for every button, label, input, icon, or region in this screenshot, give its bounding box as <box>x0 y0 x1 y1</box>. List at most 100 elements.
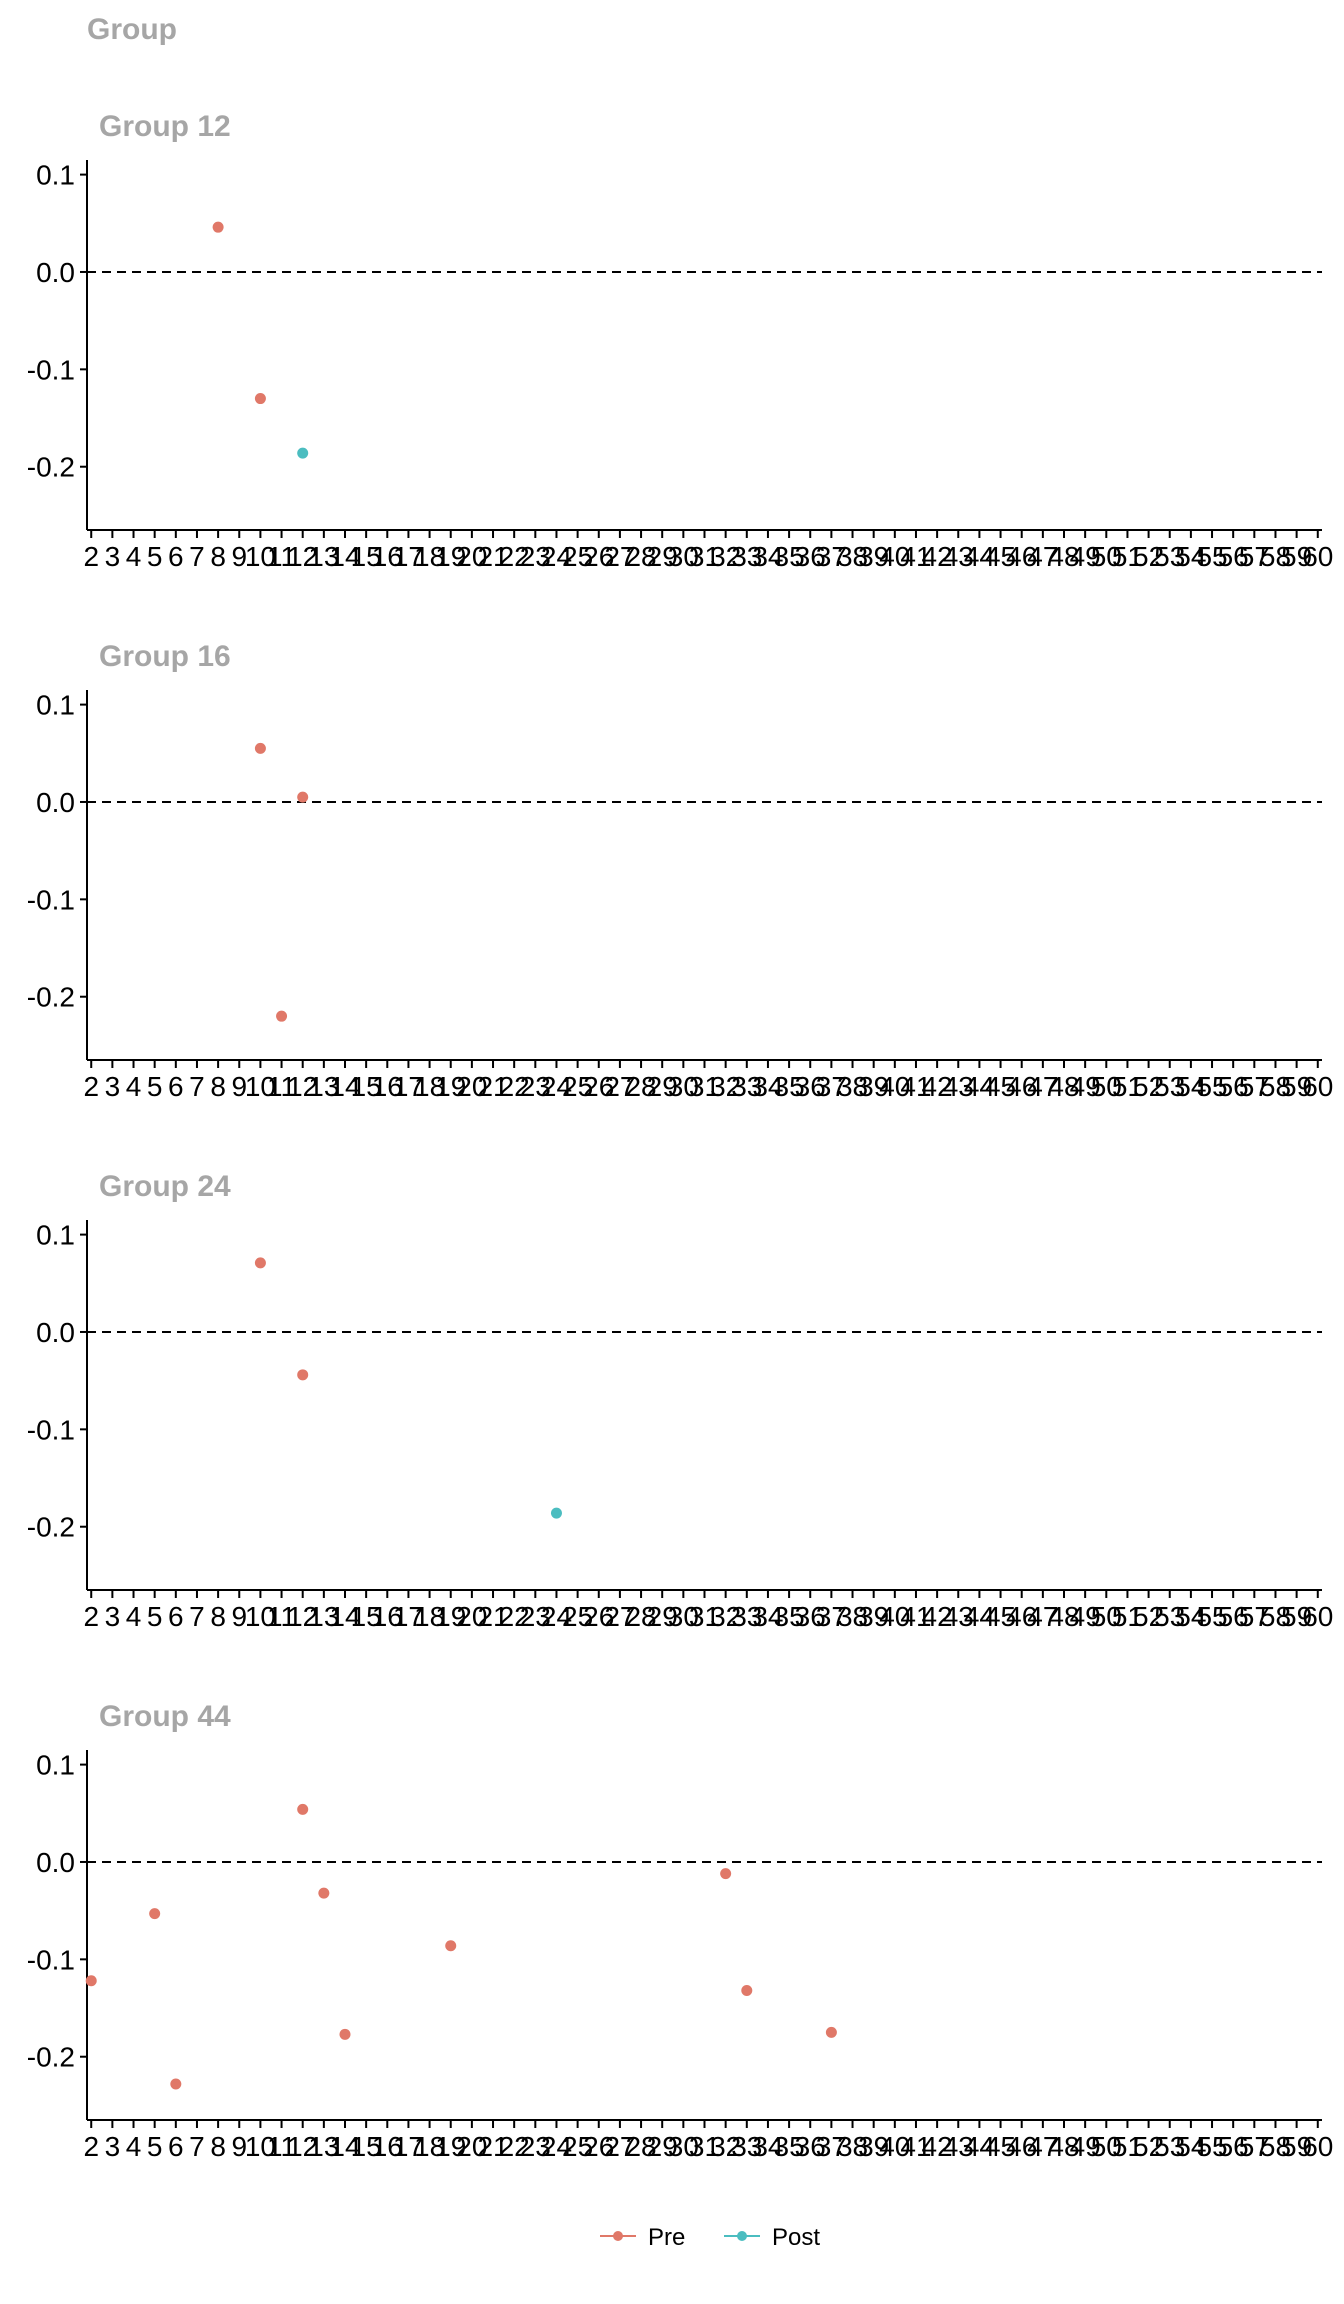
x-tick-label: 52 <box>1133 541 1164 572</box>
x-tick-label: 35 <box>774 2131 805 2162</box>
x-tick-label: 35 <box>774 1071 805 1102</box>
x-tick-label: 2 <box>83 541 99 572</box>
x-tick-label: 13 <box>308 541 339 572</box>
x-tick-label: 6 <box>168 541 184 572</box>
x-tick-label: 43 <box>943 541 974 572</box>
x-tick-label: 10 <box>245 1601 276 1632</box>
x-tick-label: 59 <box>1281 2131 1312 2162</box>
x-tick-label: 47 <box>1027 2131 1058 2162</box>
panel-title: Group 24 <box>99 1170 231 1203</box>
x-tick-label: 27 <box>604 541 635 572</box>
x-tick-label: 19 <box>435 541 466 572</box>
x-tick-label: 2 <box>83 1601 99 1632</box>
x-tick-label: 11 <box>267 1601 296 1632</box>
x-tick-label: 36 <box>795 1601 826 1632</box>
x-tick-label: 4 <box>126 1601 142 1632</box>
x-tick-label: 30 <box>668 1601 699 1632</box>
x-tick-label: 4 <box>126 2131 142 2162</box>
x-tick-label: 46 <box>1006 1071 1037 1102</box>
x-tick-label: 37 <box>816 541 847 572</box>
x-tick-label: 14 <box>329 1601 360 1632</box>
x-tick-label: 18 <box>414 1071 445 1102</box>
x-tick-label: 36 <box>795 2131 826 2162</box>
data-point-pre <box>825 2026 837 2038</box>
x-tick-label: 52 <box>1133 1601 1164 1632</box>
x-tick-label: 24 <box>541 1601 572 1632</box>
legend-label: Pre <box>648 2224 685 2251</box>
x-tick-label: 21 <box>477 541 508 572</box>
x-tick-label: 23 <box>520 541 551 572</box>
x-tick-label: 51 <box>1112 1071 1143 1102</box>
x-tick-label: 8 <box>210 541 226 572</box>
x-tick-label: 23 <box>520 2131 551 2162</box>
x-tick-label: 16 <box>372 2131 403 2162</box>
data-point-pre <box>339 2028 351 2040</box>
x-tick-label: 31 <box>689 1071 720 1102</box>
x-tick-label: 58 <box>1260 541 1291 572</box>
x-tick-label: 57 <box>1239 2131 1270 2162</box>
panel-4: Group 440.10.0-0.1-0.22 3 4 5 6 7 8 91011121314… <box>27 1700 1334 2162</box>
x-tick-label: 5 <box>147 541 163 572</box>
y-tick-label: -0.2 <box>27 2042 75 2073</box>
y-tick-label: 0.0 <box>36 257 75 288</box>
x-tick-label: 36 <box>795 541 826 572</box>
x-tick-label: 12 <box>287 541 318 572</box>
x-tick-label: 45 <box>985 541 1016 572</box>
x-tick-label: 30 <box>668 1071 699 1102</box>
data-point-pre <box>741 1985 753 1996</box>
legend-label: Post <box>772 2224 820 2251</box>
x-tick-label: 51 <box>1112 1601 1143 1632</box>
x-tick-label: 44 <box>964 2131 995 2162</box>
x-tick-label: 44 <box>964 1071 995 1102</box>
data-point-pre <box>445 1940 457 1952</box>
data-point-pre <box>149 1908 161 1920</box>
x-tick-label: 32 <box>710 1601 741 1632</box>
x-tick-label: 12 <box>287 1601 318 1632</box>
x-tick-label: 19 <box>435 2131 466 2162</box>
x-tick-label: 25 <box>562 1601 593 1632</box>
x-tick-label: 54 <box>1175 2131 1206 2162</box>
x-tick-label: 28 <box>625 1601 656 1632</box>
x-tick-label: 30 <box>668 541 699 572</box>
x-tick-label: 48 <box>1048 2131 1079 2162</box>
x-tick-label: 56 <box>1218 541 1249 572</box>
x-tick-label: 16 <box>372 541 403 572</box>
data-point-pre <box>297 1369 309 1381</box>
x-tick-label: 23 <box>520 1071 551 1102</box>
x-tick-label: 32 <box>710 541 741 572</box>
x-tick-label: 36 <box>795 1071 826 1102</box>
x-tick-label: 17 <box>393 1071 424 1102</box>
x-tick-label: 13 <box>308 1601 339 1632</box>
x-tick-label: 54 <box>1175 541 1206 572</box>
x-tick-label: 6 <box>168 1071 184 1102</box>
x-tick-label: 33 <box>731 1601 762 1632</box>
x-tick-label: 4 <box>126 1071 142 1102</box>
x-tick-label: 58 <box>1260 1071 1291 1102</box>
x-tick-label: 33 <box>731 541 762 572</box>
x-tick-label: 20 <box>456 1071 487 1102</box>
x-tick-label: 30 <box>668 2131 699 2162</box>
x-tick-label: 32 <box>710 2131 741 2162</box>
x-tick-label: 39 <box>858 541 889 572</box>
x-tick-label: 20 <box>456 1601 487 1632</box>
x-tick-label: 3 <box>105 1601 121 1632</box>
x-tick-label: 35 <box>774 541 805 572</box>
x-tick-label: 29 <box>647 1071 678 1102</box>
x-tick-label: 28 <box>625 541 656 572</box>
x-tick-label: 46 <box>1006 541 1037 572</box>
x-tick-label: 60 <box>1302 2131 1333 2162</box>
y-tick-label: 0.0 <box>36 1317 75 1348</box>
data-point-pre <box>254 1257 266 1269</box>
legend-entry-post: Post <box>724 2224 820 2251</box>
x-tick-label: 20 <box>456 541 487 572</box>
x-tick-label: 50 <box>1091 541 1122 572</box>
x-tick-label: 14 <box>329 1071 360 1102</box>
x-tick-label: 3 <box>105 1071 121 1102</box>
x-tick-label: 51 <box>1112 2131 1143 2162</box>
x-tick-label: 43 <box>943 1601 974 1632</box>
x-tick-label: 22 <box>499 1071 530 1102</box>
x-tick-label: 11 <box>267 541 296 572</box>
x-tick-label: 12 <box>287 1071 318 1102</box>
y-tick-label: -0.1 <box>27 1944 75 1975</box>
